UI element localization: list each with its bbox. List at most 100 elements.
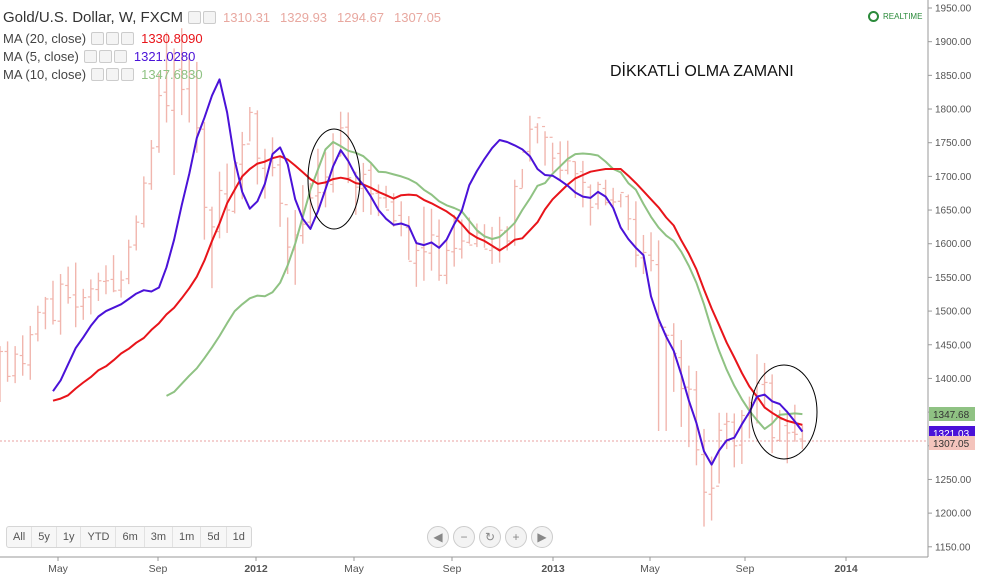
y-tick-label: 1450.00	[935, 340, 972, 351]
ohlc-low: 1294.67	[337, 10, 385, 25]
price-bar	[34, 305, 41, 342]
price-bar	[224, 163, 231, 233]
price-bar	[398, 201, 405, 237]
close-icon[interactable]	[121, 32, 135, 45]
price-bar	[610, 187, 617, 207]
x-tick-label: May	[344, 563, 365, 575]
price-bar	[632, 201, 639, 268]
indicator-ma5: MA (5, close) 1321.0280	[3, 49, 195, 64]
settings-icon[interactable]	[106, 32, 120, 45]
range-button-3m[interactable]: 3m	[145, 527, 174, 547]
settings-icon[interactable]	[188, 11, 202, 24]
range-button-ytd[interactable]: YTD	[81, 527, 117, 547]
visibility-icon[interactable]	[91, 32, 105, 45]
visibility-icon[interactable]	[83, 50, 97, 63]
price-bar	[587, 184, 594, 226]
x-tick-label: Sep	[149, 563, 168, 575]
price-bar	[685, 365, 692, 448]
price-bar	[383, 185, 390, 211]
indicator-controls[interactable]	[83, 50, 129, 63]
price-bar	[49, 280, 56, 325]
x-tick-label: Sep	[736, 563, 755, 575]
y-tick-label: 1250.00	[935, 475, 972, 486]
chevron-right-icon[interactable]: ▶	[531, 526, 553, 548]
price-bar	[360, 162, 367, 213]
price-bar	[701, 428, 708, 527]
ma5-line	[52, 78, 804, 466]
close-icon[interactable]	[113, 50, 127, 63]
price-bar	[534, 117, 541, 144]
indicator-label[interactable]: MA (10, close)	[3, 67, 87, 82]
price-bar	[542, 125, 549, 166]
price-bar	[663, 326, 670, 431]
y-tick-label: 1400.00	[935, 374, 972, 385]
indicator-controls[interactable]	[91, 68, 136, 81]
price-bar	[595, 181, 602, 210]
range-button-1d[interactable]: 1d	[232, 531, 245, 543]
x-tick-label: May	[640, 563, 661, 575]
price-bar	[345, 112, 352, 184]
indicator-label[interactable]: MA (5, close)	[3, 49, 79, 64]
indicator-controls[interactable]	[91, 32, 136, 45]
x-tick-label: 2014	[834, 563, 858, 575]
highlight-circle-right	[750, 364, 818, 460]
y-tick-label: 1550.00	[935, 273, 972, 284]
ohlc-open: 1310.31	[223, 10, 271, 25]
chevron-left-icon[interactable]: ◀	[427, 526, 449, 548]
visibility-icon[interactable]	[91, 68, 105, 81]
settings-icon[interactable]	[106, 68, 120, 81]
price-bars	[0, 28, 806, 527]
y-tick-label: 1600.00	[935, 239, 972, 250]
series-controls[interactable]	[188, 11, 218, 24]
price-bar	[4, 341, 11, 382]
symbol-title[interactable]: Gold/U.S. Dollar, W, FXCM	[3, 9, 184, 26]
range-button-6m[interactable]: 6m	[116, 527, 145, 547]
price-bar	[42, 296, 49, 330]
x-tick-label: Sep	[443, 563, 462, 575]
price-bar	[118, 270, 125, 298]
price-axis[interactable]: 1150.001200.001250.001300.001350.001400.…	[928, 4, 972, 554]
price-label: 1307.05	[929, 436, 975, 450]
y-tick-label: 1700.00	[935, 172, 972, 183]
settings-icon[interactable]	[98, 50, 112, 63]
price-bar	[738, 410, 745, 464]
close-icon[interactable]	[121, 68, 135, 81]
price-bar	[526, 115, 533, 162]
price-bar	[65, 266, 72, 304]
price-bar	[443, 239, 450, 285]
price-bar	[784, 410, 791, 464]
price-bar	[140, 176, 147, 228]
indicator-value: 1347.6830	[141, 67, 203, 82]
price-bar	[178, 28, 185, 116]
ohlc-high: 1329.93	[280, 10, 328, 25]
range-button-5d[interactable]: 5d	[201, 527, 227, 547]
y-tick-label: 1900.00	[935, 37, 972, 48]
y-tick-label: 1950.00	[935, 4, 972, 15]
reset-icon[interactable]: ↻	[479, 526, 501, 548]
price-bar	[693, 371, 700, 466]
range-button-1m[interactable]: 1m	[173, 527, 202, 547]
price-label-text: 1307.05	[933, 439, 970, 450]
range-button-all[interactable]: All	[7, 527, 33, 547]
range-button-1y[interactable]: 1y	[57, 527, 82, 547]
format-icon[interactable]	[203, 11, 217, 24]
price-bar	[678, 340, 685, 427]
price-bar	[458, 219, 465, 259]
y-tick-label: 1200.00	[935, 509, 972, 520]
price-bar	[110, 255, 117, 293]
time-axis[interactable]: May Sep 2012 May Sep 2013 May Sep 2014	[48, 557, 858, 575]
price-bar	[57, 274, 64, 335]
price-bar	[155, 74, 162, 153]
ma20-line	[52, 155, 803, 426]
plus-icon[interactable]: +	[505, 526, 527, 548]
indicator-label[interactable]: MA (20, close)	[3, 31, 87, 46]
price-bar	[201, 121, 208, 240]
price-bar	[314, 148, 321, 211]
range-button-5y[interactable]: 5y	[32, 527, 57, 547]
price-bar	[708, 456, 715, 521]
price-bar	[0, 346, 3, 402]
minus-icon[interactable]: −	[453, 526, 475, 548]
price-bar	[80, 288, 87, 320]
